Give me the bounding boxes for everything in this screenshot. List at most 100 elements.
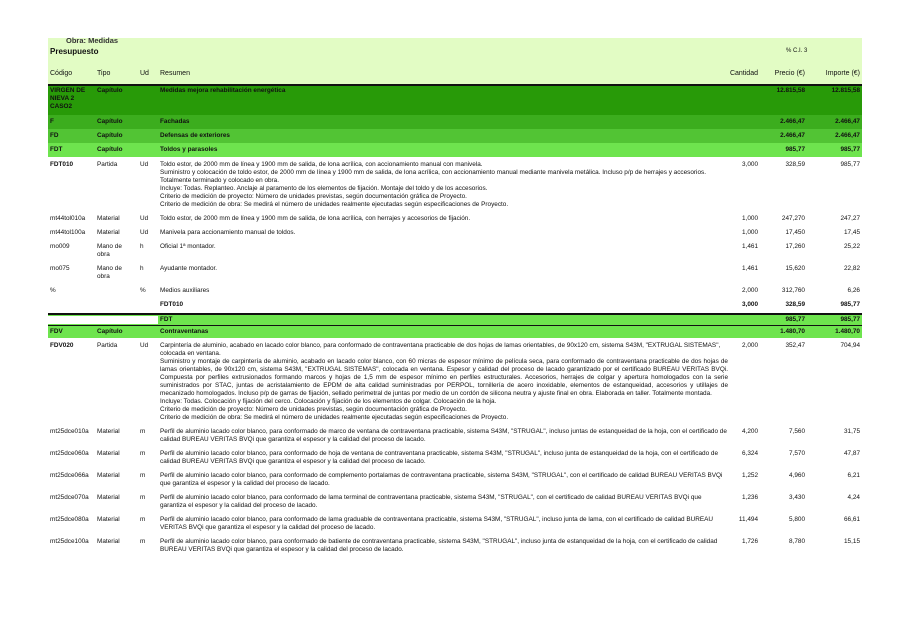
cell-ud: h <box>140 243 144 250</box>
table-row: mt25dce060a Material m Perfil de aluminio l… <box>48 447 862 469</box>
cell-cantidad: 4,200 <box>742 428 758 435</box>
cell-code: F <box>50 118 54 125</box>
column-headers: Código Tipo Ud Resumen Cantidad Precio (… <box>48 70 862 78</box>
cell-importe: 17,45 <box>844 229 860 236</box>
cell-precio: 352,47 <box>785 342 805 349</box>
cell-code: mt25dce070a <box>50 494 89 501</box>
cell-code: VIRGEN DE NIEVA 2 CASO2 <box>50 87 86 110</box>
cell-code: mt44tol010a <box>50 215 86 222</box>
cell-tipo <box>95 316 138 324</box>
cell-precio: 985,77 <box>785 316 805 323</box>
table-row: mt44tol100a Material Ud Manivela para accio… <box>48 226 862 240</box>
table-row: mt44tol010a Material Ud Toldo estor, de 200… <box>48 212 862 226</box>
budget-sheet: Obra: Medidas Presupuesto % C.I. 3 Códig… <box>48 36 862 557</box>
cell-importe: 6,26 <box>847 287 860 294</box>
item-description: Suministro y montaje de carpintería de a… <box>158 358 730 422</box>
cell-ud: Ud <box>140 161 149 168</box>
cell-cantidad: 1,000 <box>742 229 758 236</box>
table-row: mo075 Mano de obra h Ayudante montador. 1,46… <box>48 262 862 284</box>
table-row: mt25dce010a Material m Perfil de aluminio l… <box>48 425 862 447</box>
cell-cantidad: 1,461 <box>742 243 758 250</box>
cell-tipo: Material <box>97 494 120 501</box>
cell-importe: 15,15 <box>844 538 860 545</box>
ci-percentage: % C.I. 3 <box>786 48 808 54</box>
description-paragraph: Incluye: Todas. Colocación y fijación de… <box>160 398 497 405</box>
cell-cantidad <box>730 118 760 126</box>
cell-resumen: Ayudante montador. <box>160 265 218 272</box>
cell-code: mt44tol100a <box>50 229 86 236</box>
cell-resumen: Oficial 1ª montador. <box>160 243 216 250</box>
cell-code <box>48 316 95 324</box>
subtotal-row: FDT010 3,000 328,59 985,77 <box>48 298 862 313</box>
col-ud: Ud <box>140 70 149 77</box>
cell-tipo: Capítulo <box>97 146 123 153</box>
cell-resumen: Manivela para accionamiento manual de to… <box>160 229 296 236</box>
cell-ud: Ud <box>140 229 149 236</box>
cell-importe: 1.480,70 <box>835 328 860 335</box>
cell-precio: 328,59 <box>785 301 805 308</box>
cell-code: FD <box>50 132 59 139</box>
cell-cantidad <box>730 132 760 140</box>
cell-importe: 47,87 <box>844 450 860 457</box>
cell-ud: % <box>140 287 146 294</box>
cell-tipo: Capítulo <box>97 118 123 125</box>
col-precio: Precio (€) <box>774 70 805 77</box>
chapter-row: VIRGEN DE NIEVA 2 CASO2 Capítulo Medidas m… <box>48 84 862 115</box>
cell-importe: 2.466,47 <box>835 132 860 139</box>
cell-precio: 2.466,47 <box>780 132 805 139</box>
cell-cantidad: 1,236 <box>742 494 758 501</box>
cell-code: FDV020 <box>50 342 74 349</box>
cell-importe: 22,82 <box>844 265 860 272</box>
cell-resumen: Perfil de aluminio lacado color blanco, … <box>160 538 718 553</box>
cell-precio: 17,260 <box>785 243 805 250</box>
cell-cantidad: 1,726 <box>742 538 758 545</box>
item-description: Suministro y colocación de toldo estor, … <box>158 169 730 209</box>
cell-tipo: Capítulo <box>97 328 123 335</box>
cell-importe: 25,22 <box>844 243 860 250</box>
cell-precio: 312,760 <box>781 287 805 294</box>
cell-precio: 2.466,47 <box>780 118 805 125</box>
chapter-row: F Capítulo Fachadas 2.466,47 2.466,47 <box>48 115 862 129</box>
cell-code: FDT <box>50 146 63 153</box>
cell-tipo: Partida <box>97 342 118 349</box>
cell-code: mo009 <box>50 243 70 250</box>
cell-tipo: Material <box>97 450 120 457</box>
description-paragraph: Criterio de medición de obra: Se medirá … <box>160 201 509 208</box>
cell-tipo: Capítulo <box>97 132 123 139</box>
cell-importe: 66,61 <box>844 516 860 523</box>
col-resumen: Resumen <box>160 70 190 77</box>
description-paragraph: Criterio de medición de proyecto: Número… <box>160 193 467 200</box>
cell-resumen: Defensas de exteriores <box>160 132 230 139</box>
cell-importe: 12.815,58 <box>831 87 860 94</box>
cell-ud: Ud <box>140 215 149 222</box>
cell-ud: m <box>140 538 146 545</box>
cell-ud: m <box>140 516 146 523</box>
chapter-row: FDV Capítulo Contraventanas 1.480,70 1.480,7… <box>48 326 862 338</box>
cell-cantidad: 1,000 <box>742 215 758 222</box>
cell-resumen: Contraventanas <box>160 328 209 335</box>
cell-importe: 31,75 <box>844 428 860 435</box>
cell-importe: 2.466,47 <box>835 118 860 125</box>
cell-ud: Ud <box>140 342 149 349</box>
cell-importe: 247,27 <box>840 215 860 222</box>
table-row: mt25dce080a Material m Perfil de aluminio l… <box>48 513 862 535</box>
cell-ud: m <box>140 428 146 435</box>
cell-ud <box>138 146 158 154</box>
cell-cantidad: 1,252 <box>742 472 758 479</box>
cell-importe: 4,24 <box>847 494 860 501</box>
cell-cantidad: 2,000 <box>742 287 758 294</box>
cell-code: FDT010 <box>50 161 74 168</box>
cell-ud: m <box>140 494 146 501</box>
cell-tipo: Mano de obra <box>97 265 122 280</box>
cell-precio: 8,780 <box>789 538 805 545</box>
cell-resumen: Perfil de aluminio lacado color blanco, … <box>160 428 727 443</box>
cell-precio: 247,270 <box>781 215 805 222</box>
chapter-row: FDT Capítulo Toldos y parasoles 985,77 985,7… <box>48 143 862 157</box>
cell-resumen: Perfil de aluminio lacado color blanco, … <box>160 516 714 531</box>
table-row: FDV020 Partida Ud Carpintería de aluminio, … <box>48 338 862 425</box>
cell-resumen: FDT010 <box>160 301 184 308</box>
cell-importe: 985,77 <box>840 316 860 323</box>
cell-cantidad: 3,000 <box>742 301 758 308</box>
cell-code: mt25dce100a <box>50 538 89 545</box>
chapter-row: FDT 985,77 985,77 <box>48 313 862 326</box>
